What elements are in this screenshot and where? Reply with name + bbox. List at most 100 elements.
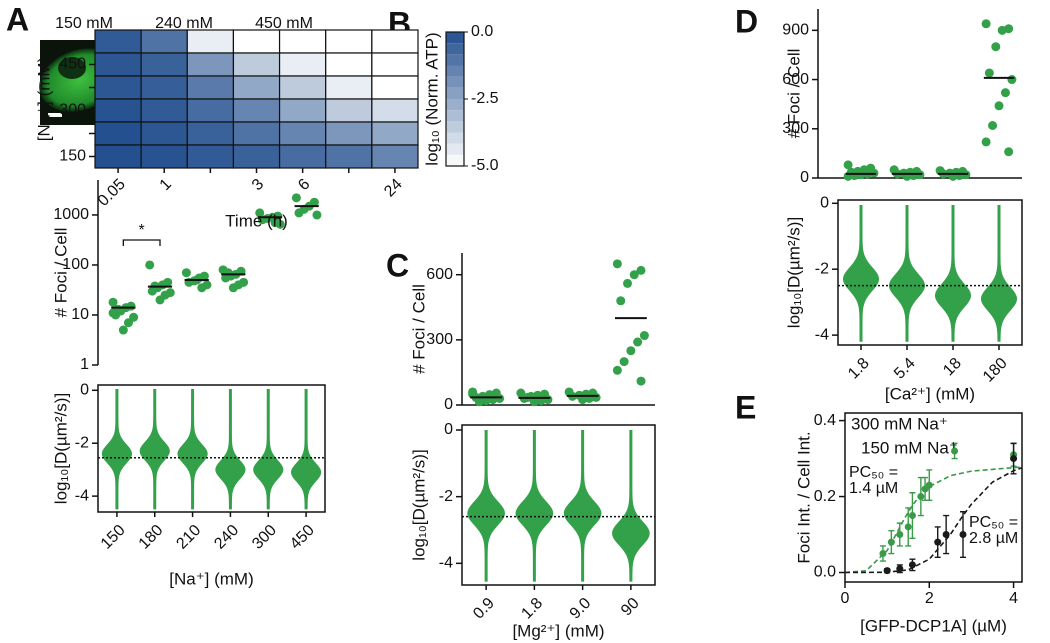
y-axis-label: # Foci / Cell	[51, 228, 70, 318]
y-tick-label: 0.4	[814, 412, 836, 429]
data-point	[612, 259, 622, 269]
y-tick-label: -2	[439, 488, 453, 505]
heatmap-cell	[325, 121, 373, 146]
data-point	[917, 493, 925, 501]
violin	[980, 204, 1018, 342]
data-point	[108, 297, 118, 307]
violin	[215, 388, 246, 510]
panel-label: E	[735, 389, 756, 425]
legend-entry: 150 mM Na⁺	[861, 438, 958, 457]
image-label: 240 mM	[155, 15, 213, 32]
heatmap-cell	[371, 75, 419, 100]
y-tick-label: 0.2	[814, 488, 836, 505]
heatmap-cell	[278, 144, 327, 169]
heatmap-cell	[232, 29, 281, 54]
y-axis-label: log₁₀[D(µm²/s)]	[409, 449, 428, 560]
heatmap-cell	[371, 52, 419, 77]
y-tick-label: -4	[75, 487, 89, 504]
heatmap-cell	[325, 75, 373, 100]
data-point	[639, 331, 649, 341]
data-point	[312, 210, 322, 220]
heatmap-cell	[94, 29, 142, 54]
data-point	[468, 389, 478, 399]
y-tick-label: -2	[815, 260, 829, 277]
x-tick-label: 180	[980, 355, 1011, 386]
data-point	[145, 260, 155, 270]
heatmap-cell	[140, 75, 188, 100]
annotation: 2.8 µM	[969, 530, 1018, 547]
data-point	[123, 318, 133, 328]
x-tick-label: 6	[295, 176, 313, 194]
data-point	[529, 397, 539, 407]
colorbar-step	[446, 76, 464, 88]
colorbar-tick-label: 0.0	[471, 23, 493, 40]
data-point	[291, 193, 301, 203]
heatmap-cell	[140, 52, 188, 77]
x-tick-label: 1.8	[518, 595, 546, 623]
legend-entry: 300 mM Na⁺	[851, 414, 948, 433]
y-axis-label: log₁₀ (Norm. ATP)	[422, 32, 441, 165]
data-point	[270, 218, 280, 228]
y-tick-label: 0.0	[814, 564, 836, 581]
heatmap-cell	[232, 75, 281, 100]
colorbar-step	[446, 143, 464, 155]
x-tick-label: 1	[157, 176, 175, 194]
data-point	[578, 395, 588, 405]
data-point	[887, 538, 895, 546]
data-point	[622, 278, 632, 288]
x-axis-label: [Na⁺] (mM)	[169, 569, 254, 588]
violin	[139, 388, 170, 510]
annotation: *	[139, 222, 145, 239]
heatmap-cell	[186, 52, 235, 77]
y-tick-label: 600	[426, 266, 453, 283]
data-point	[1010, 455, 1018, 463]
x-axis-label: [Ca²⁺] (mM)	[885, 384, 975, 403]
data-point	[925, 481, 933, 489]
data-point	[197, 283, 207, 293]
x-tick-label: 180	[136, 522, 167, 553]
heatmap-cell	[232, 121, 281, 146]
violin	[101, 388, 133, 510]
x-tick-label: 0	[841, 590, 850, 607]
data-point	[481, 396, 491, 406]
panel-label: D	[735, 3, 758, 39]
y-tick-label: -4	[439, 555, 453, 572]
fit-curve	[844, 466, 1023, 574]
image-label: 450 mM	[255, 15, 313, 32]
colorbar-step	[446, 154, 464, 166]
y-tick-label: 150	[59, 148, 86, 165]
colorbar-step	[446, 43, 464, 55]
heatmap-cell	[278, 52, 327, 77]
violin	[563, 430, 602, 582]
data-point	[118, 325, 128, 335]
colorbar-tick-label: -2.5	[471, 90, 499, 107]
y-tick-label: -2	[75, 434, 89, 451]
data-point	[636, 376, 646, 386]
y-axis-label: [Na⁺] (mM)	[34, 57, 53, 142]
x-tick-label: 9.0	[567, 595, 595, 623]
heatmap-cell	[140, 29, 188, 54]
x-tick-label: 0.05	[95, 176, 129, 210]
x-axis-label: [GFP-DCP1A] (µM)	[860, 616, 1007, 635]
data-point	[866, 166, 876, 176]
x-tick-label: 4	[1009, 590, 1018, 607]
data-point	[636, 265, 646, 275]
y-tick-label: 1	[80, 356, 89, 373]
data-point	[108, 308, 118, 318]
heatmap-cell	[94, 144, 142, 169]
heatmap-cell	[232, 98, 281, 123]
data-point	[883, 567, 891, 575]
x-tick-label: 1.8	[845, 355, 873, 383]
heatmap-cell	[94, 52, 142, 77]
heatmap-cell	[140, 121, 188, 146]
heatmap-cell	[278, 75, 327, 100]
data-point	[1004, 147, 1014, 157]
data-point	[616, 296, 626, 306]
x-tick-label: 5.4	[891, 355, 919, 383]
violin	[177, 388, 208, 510]
heatmap-cell	[94, 121, 142, 146]
x-tick-label: 3	[249, 176, 267, 194]
y-tick-label: 0	[800, 169, 809, 186]
heatmap-cell	[371, 121, 419, 146]
y-tick-label: 0	[820, 195, 829, 212]
